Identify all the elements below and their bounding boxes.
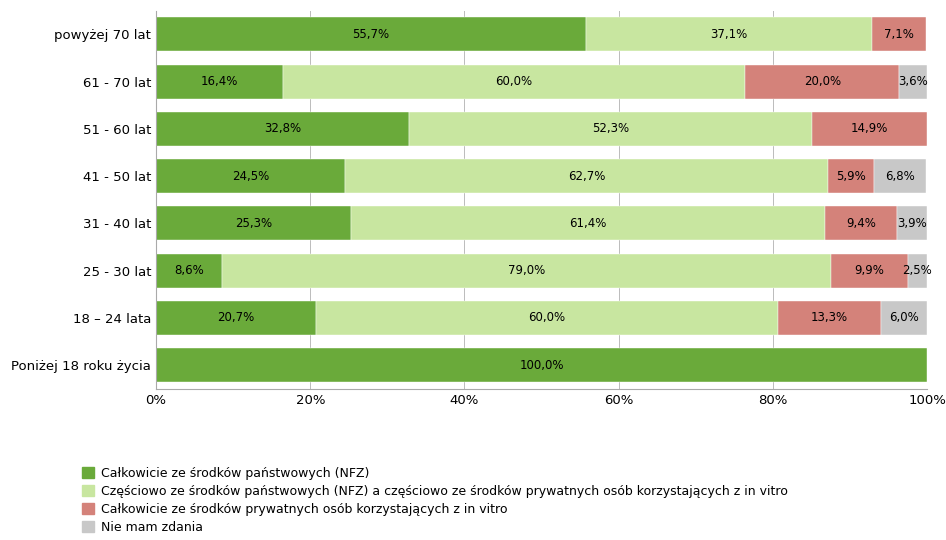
- Text: 20,7%: 20,7%: [218, 312, 254, 325]
- Bar: [351, 206, 825, 240]
- Bar: [908, 254, 927, 288]
- Bar: [156, 65, 283, 99]
- Text: 7,1%: 7,1%: [884, 28, 914, 41]
- Text: 20,0%: 20,0%: [804, 75, 841, 88]
- Text: 3,6%: 3,6%: [899, 75, 928, 88]
- Bar: [345, 159, 829, 193]
- Text: 24,5%: 24,5%: [232, 170, 270, 183]
- Bar: [829, 159, 874, 193]
- Bar: [156, 159, 345, 193]
- Text: 13,3%: 13,3%: [811, 312, 849, 325]
- Bar: [156, 348, 927, 382]
- Bar: [156, 254, 222, 288]
- Text: 52,3%: 52,3%: [592, 123, 629, 136]
- Text: 32,8%: 32,8%: [264, 123, 301, 136]
- Legend: Całkowicie ze środków państwowych (NFZ), Częściowo ze środków państwowych (NFZ) : Całkowicie ze środków państwowych (NFZ),…: [82, 467, 788, 534]
- Bar: [825, 206, 897, 240]
- Bar: [283, 65, 745, 99]
- Text: 25,3%: 25,3%: [235, 217, 272, 230]
- Text: 60,0%: 60,0%: [529, 312, 566, 325]
- Text: 9,4%: 9,4%: [846, 217, 876, 230]
- Bar: [745, 65, 900, 99]
- Text: 14,9%: 14,9%: [851, 123, 888, 136]
- Text: 37,1%: 37,1%: [710, 28, 747, 41]
- Bar: [897, 206, 927, 240]
- Bar: [409, 112, 813, 146]
- Bar: [881, 301, 927, 335]
- Bar: [779, 301, 881, 335]
- Bar: [156, 112, 409, 146]
- Bar: [156, 301, 316, 335]
- Text: 100,0%: 100,0%: [519, 359, 564, 372]
- Text: 6,0%: 6,0%: [889, 312, 919, 325]
- Text: 61,4%: 61,4%: [569, 217, 606, 230]
- Text: 55,7%: 55,7%: [352, 28, 390, 41]
- Text: 9,9%: 9,9%: [854, 264, 885, 277]
- Bar: [813, 112, 927, 146]
- Bar: [871, 17, 926, 51]
- Bar: [874, 159, 926, 193]
- Bar: [222, 254, 832, 288]
- Text: 79,0%: 79,0%: [508, 264, 546, 277]
- Text: 5,9%: 5,9%: [836, 170, 866, 183]
- Bar: [156, 17, 586, 51]
- Text: 3,9%: 3,9%: [897, 217, 927, 230]
- Text: 2,5%: 2,5%: [902, 264, 933, 277]
- Text: 6,8%: 6,8%: [885, 170, 915, 183]
- Bar: [316, 301, 779, 335]
- Bar: [900, 65, 927, 99]
- Bar: [156, 206, 351, 240]
- Text: 8,6%: 8,6%: [174, 264, 204, 277]
- Bar: [832, 254, 908, 288]
- Bar: [586, 17, 871, 51]
- Text: 16,4%: 16,4%: [201, 75, 238, 88]
- Text: 62,7%: 62,7%: [568, 170, 605, 183]
- Text: 60,0%: 60,0%: [496, 75, 533, 88]
